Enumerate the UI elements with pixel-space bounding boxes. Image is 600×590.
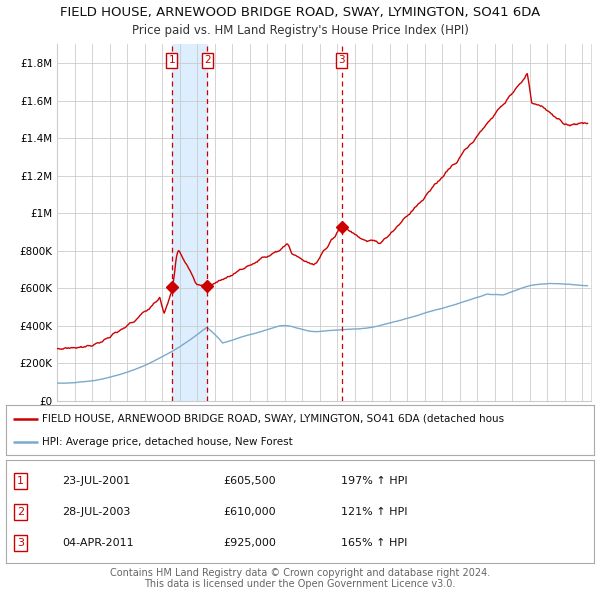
Text: 1: 1	[17, 476, 24, 486]
Text: 165% ↑ HPI: 165% ↑ HPI	[341, 538, 407, 548]
Text: 197% ↑ HPI: 197% ↑ HPI	[341, 476, 408, 486]
Text: FIELD HOUSE, ARNEWOOD BRIDGE ROAD, SWAY, LYMINGTON, SO41 6DA (detached hous: FIELD HOUSE, ARNEWOOD BRIDGE ROAD, SWAY,…	[43, 414, 505, 424]
Text: FIELD HOUSE, ARNEWOOD BRIDGE ROAD, SWAY, LYMINGTON, SO41 6DA: FIELD HOUSE, ARNEWOOD BRIDGE ROAD, SWAY,…	[60, 6, 540, 19]
Text: £605,500: £605,500	[224, 476, 276, 486]
Text: £925,000: £925,000	[224, 538, 277, 548]
Text: 28-JUL-2003: 28-JUL-2003	[62, 507, 130, 517]
Text: 23-JUL-2001: 23-JUL-2001	[62, 476, 130, 486]
Text: £610,000: £610,000	[224, 507, 276, 517]
Text: Contains HM Land Registry data © Crown copyright and database right 2024.: Contains HM Land Registry data © Crown c…	[110, 568, 490, 578]
Text: 04-APR-2011: 04-APR-2011	[62, 538, 133, 548]
Text: This data is licensed under the Open Government Licence v3.0.: This data is licensed under the Open Gov…	[145, 579, 455, 589]
Text: 121% ↑ HPI: 121% ↑ HPI	[341, 507, 407, 517]
Text: 3: 3	[338, 55, 345, 65]
Bar	[172, 44, 207, 401]
Text: 2: 2	[204, 55, 211, 65]
Text: Price paid vs. HM Land Registry's House Price Index (HPI): Price paid vs. HM Land Registry's House …	[131, 24, 469, 38]
Text: HPI: Average price, detached house, New Forest: HPI: Average price, detached house, New …	[43, 437, 293, 447]
Text: 1: 1	[169, 55, 175, 65]
Text: 2: 2	[17, 507, 24, 517]
Text: 3: 3	[17, 538, 24, 548]
